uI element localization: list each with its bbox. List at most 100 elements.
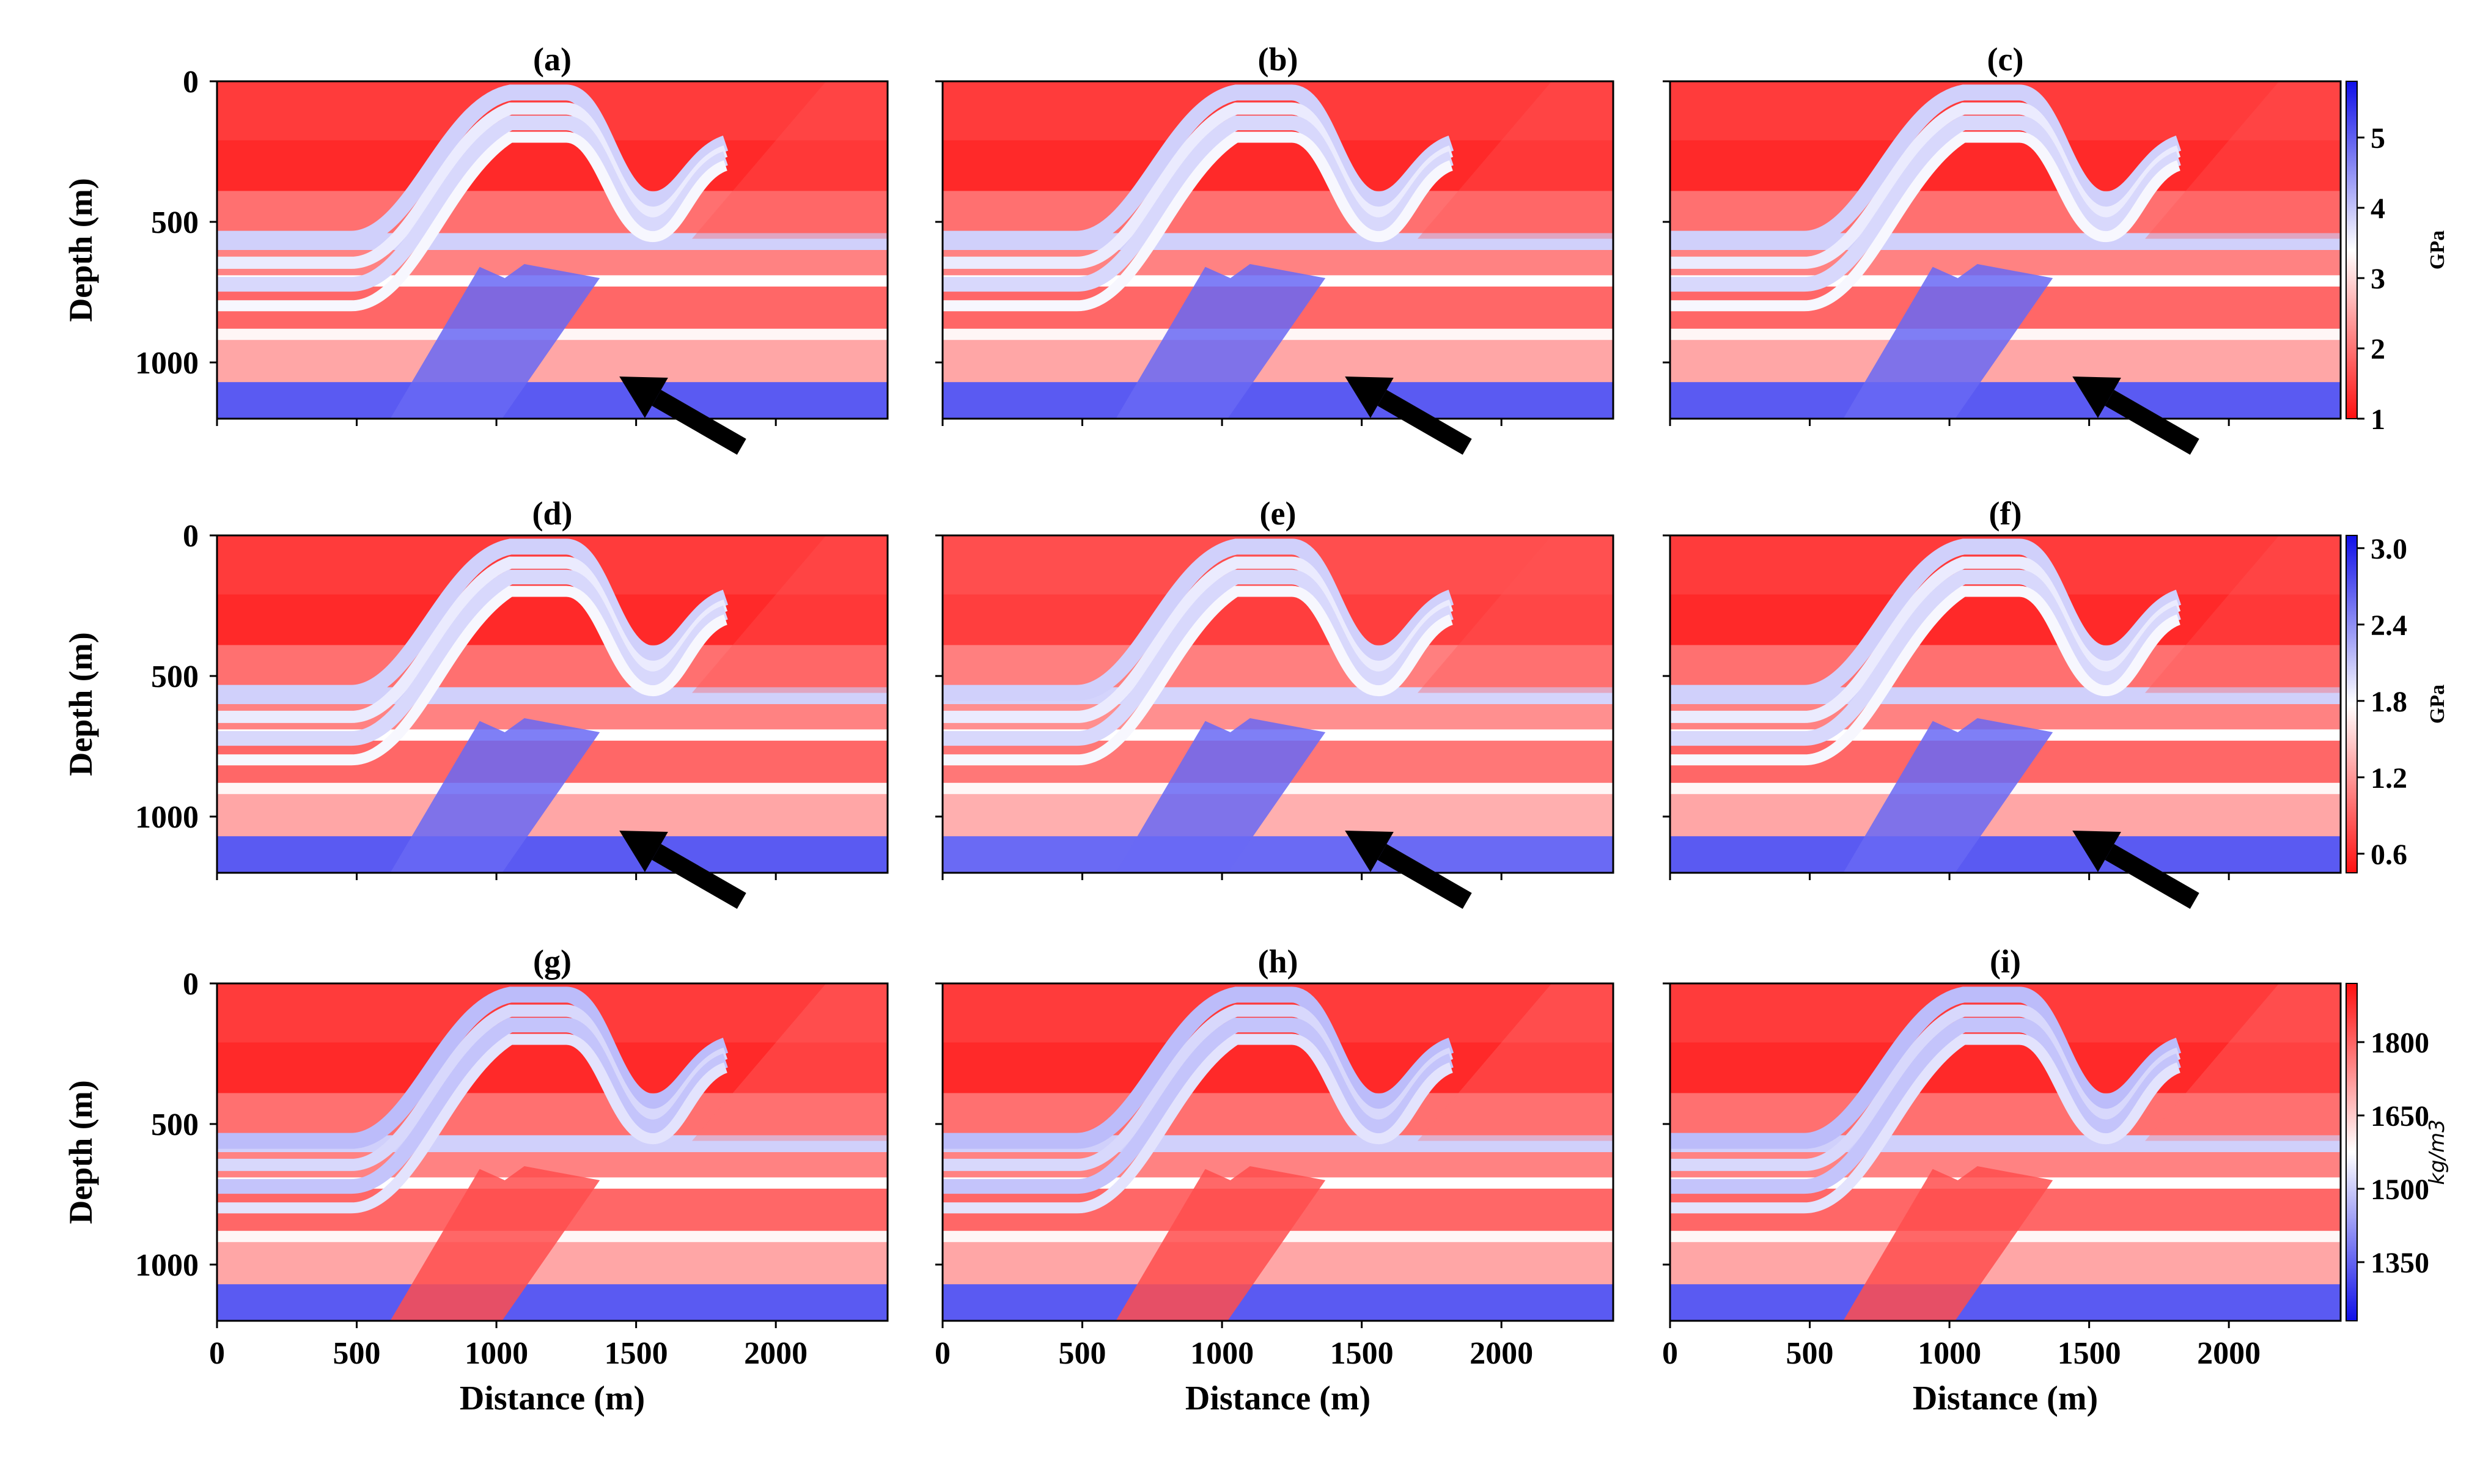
x-axis-label: Distance (m) — [1185, 1379, 1371, 1417]
folded-layer — [943, 116, 1454, 292]
panels-layer — [216, 80, 2342, 1322]
y-axis-label: Depth (m) — [62, 632, 99, 776]
layer-band — [943, 1242, 1613, 1285]
folded-layer — [943, 1034, 1454, 1214]
panel-frame — [941, 80, 1614, 420]
folded-layer — [217, 1034, 728, 1214]
panel-i — [1669, 982, 2342, 1322]
layer-band — [1670, 340, 2341, 383]
layer-band — [217, 1284, 888, 1321]
layer-band — [943, 1284, 1613, 1321]
folded-layer — [943, 84, 1454, 247]
panel-label: (e) — [1260, 495, 1297, 532]
layer-band — [1670, 191, 2341, 234]
folded-layer — [217, 586, 728, 766]
colorbar: 1350 1500 1650 1800 kg/m3 — [2346, 983, 2449, 1321]
colorbar-tick-label: 4 — [2371, 193, 2385, 225]
x-tick-label: 0 — [935, 1336, 951, 1371]
y-tick-label: 0 — [183, 519, 199, 554]
x-tick-label: 1000 — [1190, 1336, 1254, 1371]
x-tick-label: 0 — [209, 1336, 225, 1371]
colorbar-tick-label: 1500 — [2371, 1174, 2429, 1206]
colorbar-tick-label: 2.4 — [2371, 609, 2407, 642]
arrow-shaft — [652, 389, 746, 455]
folded-layer — [943, 538, 1454, 701]
layer-band — [943, 594, 1613, 646]
fault-wedge — [1116, 264, 1326, 419]
layer-band — [943, 794, 1613, 837]
panel-label: (d) — [532, 495, 573, 532]
layer-band — [217, 594, 888, 646]
layer-band — [1670, 594, 2341, 646]
layer-band — [943, 382, 1613, 419]
fault-wedge — [390, 718, 600, 873]
panel-frame — [216, 80, 889, 420]
layer-band — [217, 836, 888, 873]
colorbar-tick-label: 1800 — [2371, 1027, 2429, 1059]
y-axis-label: Depth (m) — [62, 178, 99, 321]
arrow-head — [619, 831, 668, 872]
arrow-shaft — [2105, 389, 2199, 455]
fault-wedge — [390, 264, 600, 419]
arrow-pointer — [2072, 831, 2199, 909]
x-tick-label: 1500 — [605, 1336, 668, 1371]
colorbar-tick-label: 1 — [2371, 403, 2385, 436]
folded-layer — [1670, 116, 2182, 292]
arrow-head — [1345, 831, 1394, 872]
folded-layer — [217, 538, 729, 701]
colorbar-tick-label: 1350 — [2371, 1247, 2429, 1279]
fault-block — [692, 535, 888, 693]
fault-block — [1418, 983, 1613, 1141]
colorbar: 1 2 3 4 5 GPa — [2346, 81, 2449, 436]
arrow-shaft — [652, 843, 746, 909]
colorbar-gradient — [2346, 81, 2358, 419]
fault-block — [2145, 983, 2341, 1141]
layer-band — [943, 836, 1613, 873]
y-tick-label: 0 — [183, 65, 199, 100]
fault-wedge — [1843, 718, 2053, 873]
folded-layer — [1670, 84, 2182, 247]
y-tick-label: 0 — [183, 967, 199, 1002]
fault-wedge — [1116, 718, 1326, 873]
fault-block — [1418, 535, 1613, 693]
layer-band — [943, 340, 1613, 383]
folded-layer — [1670, 1018, 2182, 1194]
y-tick-label: 1000 — [135, 800, 199, 835]
y-tick-label: 500 — [151, 205, 199, 240]
arrow-head — [2072, 831, 2121, 872]
fault-block — [1418, 81, 1613, 239]
panel-label: (h) — [1258, 943, 1298, 980]
layer-band — [217, 645, 888, 688]
panel-frame — [1669, 982, 2342, 1322]
panel-d — [216, 534, 889, 874]
folded-layer — [1670, 986, 2182, 1149]
y-tick-label: 500 — [151, 659, 199, 694]
fault-wedge — [1116, 1166, 1326, 1321]
layer-band — [217, 140, 888, 192]
panel-g — [216, 982, 889, 1322]
layer-band — [943, 1042, 1613, 1094]
arrow-head — [2072, 377, 2121, 418]
x-tick-label: 2000 — [2197, 1336, 2261, 1371]
fault-block — [692, 983, 888, 1141]
layer-band — [943, 191, 1613, 234]
x-tick-label: 1500 — [1330, 1336, 1394, 1371]
colorbar-tick-label: 3.0 — [2371, 533, 2407, 565]
colorbar-layer: 1 2 3 4 5 GPa 0.6 1.2 1.8 2.4 3.0 GPa 1350 1500 1650 18… — [2346, 81, 2449, 1321]
x-tick-label: 500 — [1786, 1336, 1834, 1371]
panel-frame — [216, 982, 889, 1322]
folded-layer — [1670, 1034, 2181, 1214]
colorbar-tick-label: 0.6 — [2371, 839, 2407, 871]
folded-layer — [217, 84, 729, 247]
folded-layer — [217, 131, 728, 312]
panel-frame — [1669, 80, 2342, 420]
x-tick-label: 0 — [1662, 1336, 1678, 1371]
x-axis-label: Distance (m) — [1913, 1379, 2098, 1417]
colorbar-tick-label: 1.8 — [2371, 686, 2407, 718]
folded-layer — [943, 131, 1454, 312]
layer-band — [1670, 1242, 2341, 1285]
fault-block — [2145, 535, 2341, 693]
folded-layer — [943, 986, 1454, 1149]
layer-band — [943, 645, 1613, 688]
arrow-pointer — [2072, 377, 2199, 455]
